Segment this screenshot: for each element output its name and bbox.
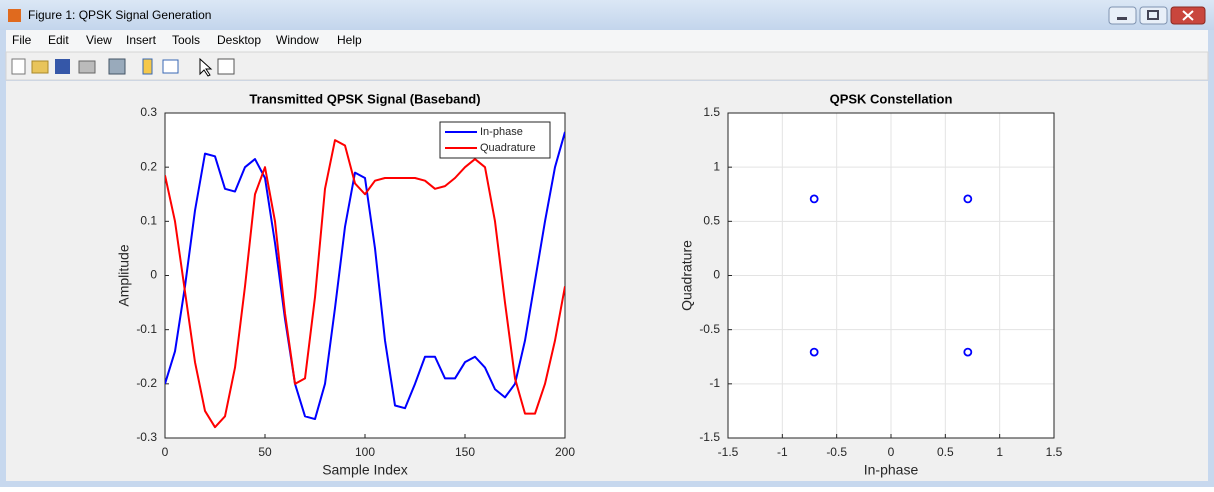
x-tick-label: 200 [555,445,575,459]
y-tick-label: -0.3 [136,430,157,444]
print-icon[interactable] [78,60,96,74]
colorbar-icon[interactable] [142,58,153,75]
window-title: Figure 1: QPSK Signal Generation [28,8,211,22]
plot-area [165,113,565,438]
legend-label: Quadrature [480,142,536,154]
menu-item[interactable]: Window [276,33,319,47]
data-point [809,347,819,357]
menu-item[interactable]: View [86,33,112,47]
legend-label: In-phase [480,126,523,138]
app-icon [8,9,21,22]
close-icon [1182,10,1194,21]
y-axis-label: Quadrature [679,240,695,311]
x-tick-label: 1.5 [1046,445,1063,459]
toolbar [5,51,1209,81]
x-tick-label: -1 [777,445,788,459]
minimize-icon [1117,17,1127,20]
y-tick-label: 0 [713,268,720,282]
minimize-button[interactable] [1108,6,1137,25]
y-axis-label: Amplitude [116,244,132,306]
title-bar [0,0,1214,30]
x-tick-label: 100 [355,445,375,459]
legend-icon[interactable] [162,59,179,74]
y-tick-label: 0.1 [140,214,157,228]
x-tick-label: 150 [455,445,475,459]
y-tick-label: 0.2 [140,159,157,173]
menu-item[interactable]: File [12,33,32,47]
axes-box [164,112,566,439]
x-tick-label: -1.5 [718,445,739,459]
toolbar-icons [11,57,235,77]
data-point [963,194,973,204]
data-point [809,194,819,204]
menu-item[interactable]: Desktop [217,33,261,47]
property-icon[interactable] [217,58,235,75]
new-icon[interactable] [11,58,26,75]
menu-item[interactable]: Tools [172,33,200,47]
x-axis-label: Sample Index [322,462,408,478]
y-tick-label: -0.2 [136,376,157,390]
data-line [165,139,565,429]
pointer-icon[interactable] [199,57,213,77]
x-tick-label: 1 [996,445,1003,459]
menu-item[interactable]: Insert [126,33,157,47]
y-tick-label: 0 [150,268,157,282]
legend-box [439,121,551,159]
x-tick-label: 0 [162,445,169,459]
x-tick-label: 0.5 [937,445,954,459]
data-point [963,347,973,357]
save-icon[interactable] [55,59,70,74]
menu-bar [6,30,1208,52]
data-line [165,131,565,421]
y-tick-label: 0.5 [703,214,720,228]
chart-title: QPSK Constellation [830,91,953,106]
link-icon[interactable] [108,58,126,75]
y-tick-label: -1 [709,376,720,390]
menu-item[interactable]: Help [337,33,362,47]
axes-box [727,112,1055,439]
maximize-button[interactable] [1139,6,1168,25]
y-tick-label: -1.5 [699,430,720,444]
y-tick-label: -0.5 [699,322,720,336]
chart-title: Transmitted QPSK Signal (Baseband) [249,91,480,106]
open-icon[interactable] [31,60,49,74]
y-tick-label: -0.1 [136,322,157,336]
y-tick-label: 1.5 [703,105,720,119]
y-tick-label: 1 [713,159,720,173]
x-axis-label: In-phase [864,462,919,478]
x-tick-label: -0.5 [826,445,847,459]
menu-item[interactable]: Edit [48,33,69,47]
x-tick-label: 0 [888,445,895,459]
maximize-icon [1147,10,1159,20]
y-tick-label: 0.3 [140,105,157,119]
x-tick-label: 50 [258,445,272,459]
